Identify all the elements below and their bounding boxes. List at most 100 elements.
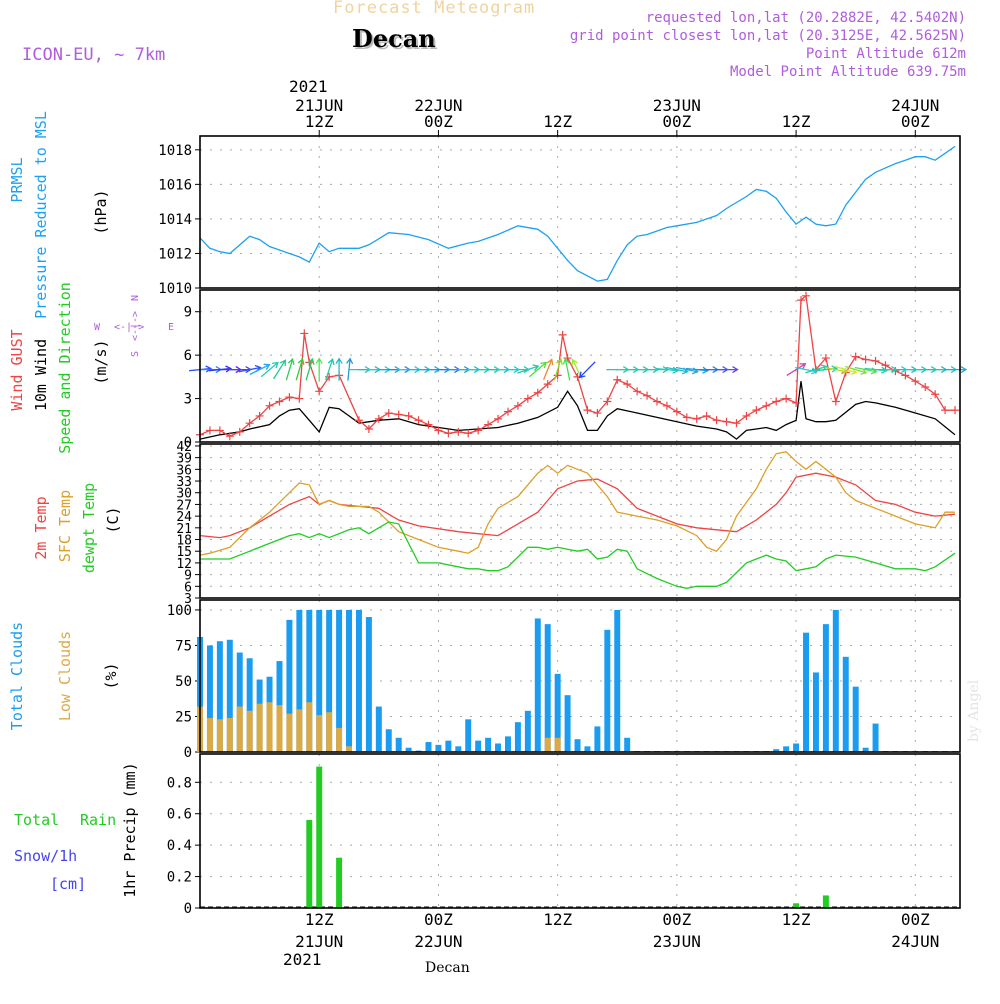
gust-label: Wind GUST xyxy=(8,329,26,410)
gust-marker xyxy=(265,401,274,410)
wind-unit: (m/s) xyxy=(92,339,110,384)
low-cloud-bar xyxy=(276,705,283,752)
total-cloud-bar xyxy=(773,749,780,752)
y-tick-label: 27 xyxy=(176,498,192,513)
total-cloud-bar xyxy=(544,624,551,752)
gust-marker xyxy=(643,391,652,400)
wind-direction-arrow xyxy=(715,366,739,374)
top-hour-label: 00Z xyxy=(662,112,691,131)
gust-marker xyxy=(782,394,791,403)
t2m-line xyxy=(199,472,956,539)
low-cloud-bar xyxy=(316,715,323,752)
panel-bg xyxy=(200,290,960,442)
bottom-hour-label: 00Z xyxy=(901,910,930,929)
total-cloud-bar xyxy=(475,740,482,752)
total-cloud-bar xyxy=(326,609,333,752)
total-cloud-bar xyxy=(365,617,372,752)
top-hour-label: 00Z xyxy=(424,112,453,131)
gust-marker xyxy=(941,406,950,415)
y-tick-label: 0.8 xyxy=(167,775,192,791)
top-day-label: 21JUN xyxy=(295,96,343,115)
gust-marker xyxy=(861,355,870,364)
total-cloud-bar xyxy=(783,746,790,752)
panel-frame xyxy=(199,289,961,443)
gust-marker xyxy=(722,417,731,426)
gust-marker xyxy=(285,393,294,402)
gust-marker xyxy=(901,371,910,380)
wind-direction-arrow xyxy=(835,365,858,375)
wind-direction-arrow xyxy=(528,361,548,378)
gust-marker xyxy=(354,416,363,425)
low-cloud-bar xyxy=(236,706,243,752)
wind-direction-arrow xyxy=(335,357,343,381)
total-cloud-bar xyxy=(852,686,859,752)
total-cloud-bar xyxy=(465,719,472,752)
rain-bar xyxy=(336,857,343,908)
top-hour-label: 12Z xyxy=(782,112,811,131)
wind-direction-arrow xyxy=(786,363,807,376)
low-cloud-bar xyxy=(296,709,303,752)
wind-direction-arrow xyxy=(944,366,968,374)
y-tick-label: 0.4 xyxy=(167,838,192,854)
total-cloud-bar xyxy=(822,624,829,752)
wind-direction-arrow xyxy=(273,359,286,380)
low-cloud-bar xyxy=(306,702,313,752)
total-cloud-bar xyxy=(236,652,243,752)
wind-direction-arrow xyxy=(553,357,563,381)
y-tick-label: 0.2 xyxy=(167,870,192,886)
total-cloud-bar xyxy=(216,641,223,752)
bottom-hour-label: 00Z xyxy=(662,910,691,929)
gust-marker xyxy=(414,416,423,425)
gust-marker xyxy=(662,401,671,410)
total-cloud-bar xyxy=(286,619,293,752)
total-cloud-bar xyxy=(246,658,253,752)
y-tick-label: 1010 xyxy=(158,281,192,297)
rain-bar xyxy=(316,766,323,908)
y-tick-label: 21 xyxy=(176,522,192,537)
gust-marker xyxy=(921,382,930,391)
compass-south: S xyxy=(130,351,141,357)
y-tick-label: 0 xyxy=(184,435,192,451)
rain-bar xyxy=(822,895,829,908)
gust-marker xyxy=(255,411,264,420)
panel-frame xyxy=(199,135,961,289)
total-cloud-bar xyxy=(306,609,313,752)
temp-unit: (C) xyxy=(104,506,122,533)
total-label: Total xyxy=(14,811,59,829)
gust-marker xyxy=(494,414,503,423)
y-tick-label: 1014 xyxy=(158,212,192,228)
wind-direction-arrow xyxy=(249,363,271,376)
gust-marker xyxy=(583,406,592,415)
bottom-day-label: 22JUN xyxy=(414,932,462,951)
total-cloud-bar xyxy=(495,743,502,752)
y-tick-label: 9 xyxy=(184,569,192,584)
total-cloud-bar xyxy=(524,710,531,752)
y-tick-label: 100 xyxy=(167,603,192,619)
low-cloud-bar xyxy=(256,703,263,752)
total-cloud-bar xyxy=(604,629,611,752)
wind-direction-arrow xyxy=(578,361,596,379)
panel-frame xyxy=(199,443,961,599)
gust-marker xyxy=(911,377,920,386)
gust-marker xyxy=(821,354,830,363)
clouds-unit: (%) xyxy=(102,662,120,689)
gust-marker xyxy=(300,329,309,338)
total-cloud-bar xyxy=(355,609,362,752)
footer-location: Decan xyxy=(425,960,470,976)
y-tick-label: 15 xyxy=(176,545,192,560)
gust-marker xyxy=(364,424,373,433)
compass-east: E xyxy=(168,322,174,333)
wind-line xyxy=(199,381,956,440)
gust-marker xyxy=(235,427,244,436)
total-cloud-bar xyxy=(395,737,402,752)
gust-marker xyxy=(205,426,214,435)
total-cloud-bar xyxy=(842,656,849,752)
gust-marker xyxy=(797,296,806,305)
total-cloud-bar xyxy=(375,706,382,752)
gust-marker xyxy=(513,401,522,410)
total-cloud-bar xyxy=(614,609,621,752)
y-tick-label: 0 xyxy=(184,901,192,917)
rain-bar xyxy=(306,820,313,908)
top-hour-label: 12Z xyxy=(543,112,572,131)
gust-marker xyxy=(543,380,552,389)
